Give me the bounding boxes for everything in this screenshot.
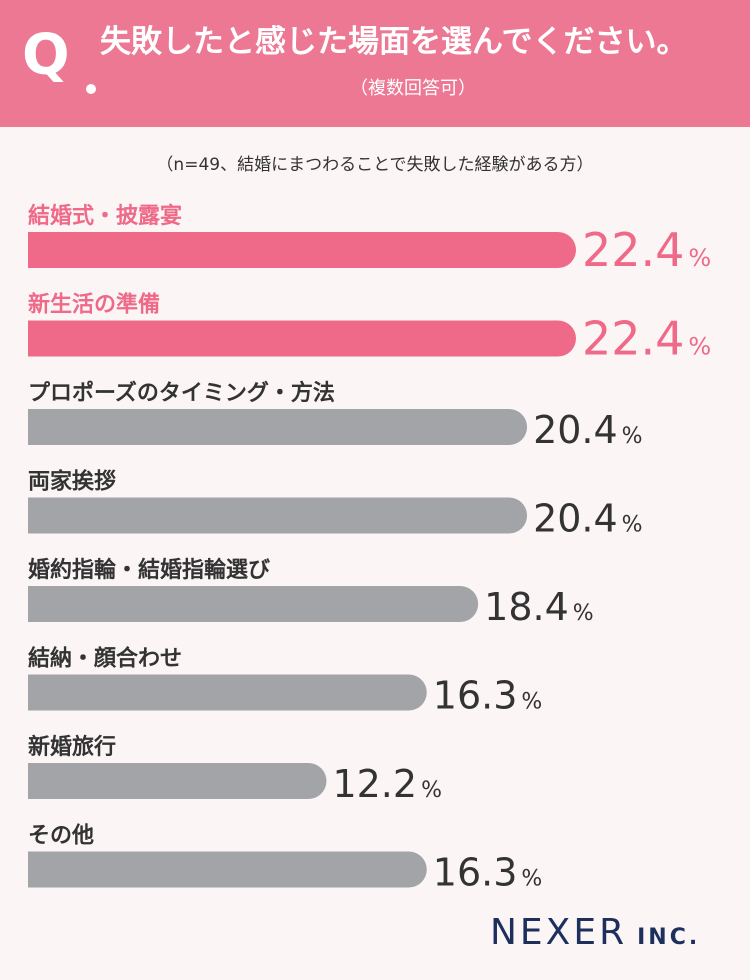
- logo-suffix: INC.: [637, 925, 701, 950]
- question-header: Q 失敗したと感じた場面を選んでください。 （複数回答可）: [0, 0, 750, 127]
- bar: [28, 586, 479, 622]
- value-label: 12.2%: [332, 762, 442, 806]
- value-label: 22.4%: [582, 223, 711, 277]
- nexer-logo: NEXER INC.: [490, 915, 700, 951]
- question-text: 失敗したと感じた場面を選んでください。: [100, 24, 688, 60]
- sample-note: （n=49、結婚にまつわることで失敗した経験がある方）: [156, 155, 594, 175]
- bar-left-cap: [28, 586, 64, 622]
- value-label: 22.4%: [582, 312, 711, 366]
- bar: [28, 763, 327, 799]
- category-label: 両家挨拶: [28, 469, 116, 495]
- bar-left-cap: [28, 851, 64, 888]
- value-label: 20.4%: [533, 497, 643, 541]
- q-dot-decoration: [86, 84, 96, 94]
- bar: [28, 497, 528, 534]
- category-label: 新婚旅行: [28, 734, 116, 760]
- bar: [28, 851, 427, 888]
- value-label: 16.3%: [433, 851, 543, 895]
- category-label: 結納・顔合わせ: [28, 646, 182, 672]
- value-label: 16.3%: [433, 674, 543, 718]
- bar: [28, 409, 528, 445]
- value-label: 20.4%: [533, 408, 643, 452]
- category-label: 結婚式・披露宴: [28, 203, 182, 229]
- bar-left-cap: [28, 763, 64, 799]
- bar-left-cap: [28, 409, 64, 445]
- q-mark: Q: [22, 23, 70, 88]
- bar: [28, 674, 427, 711]
- logo-brand: NEXER: [490, 912, 628, 953]
- bar: [28, 320, 576, 357]
- bar-left-cap: [28, 320, 64, 357]
- question-note: （複数回答可）: [350, 78, 476, 99]
- value-label: 18.4%: [484, 585, 594, 629]
- category-label: プロポーズのタイミング・方法: [28, 380, 335, 406]
- category-label: 新生活の準備: [28, 292, 160, 318]
- bar-left-cap: [28, 674, 64, 711]
- bar-left-cap: [28, 232, 64, 268]
- bar-left-cap: [28, 497, 64, 534]
- bar: [28, 232, 576, 268]
- category-label: 婚約指輪・結婚指輪選び: [28, 557, 270, 583]
- category-label: その他: [28, 824, 94, 849]
